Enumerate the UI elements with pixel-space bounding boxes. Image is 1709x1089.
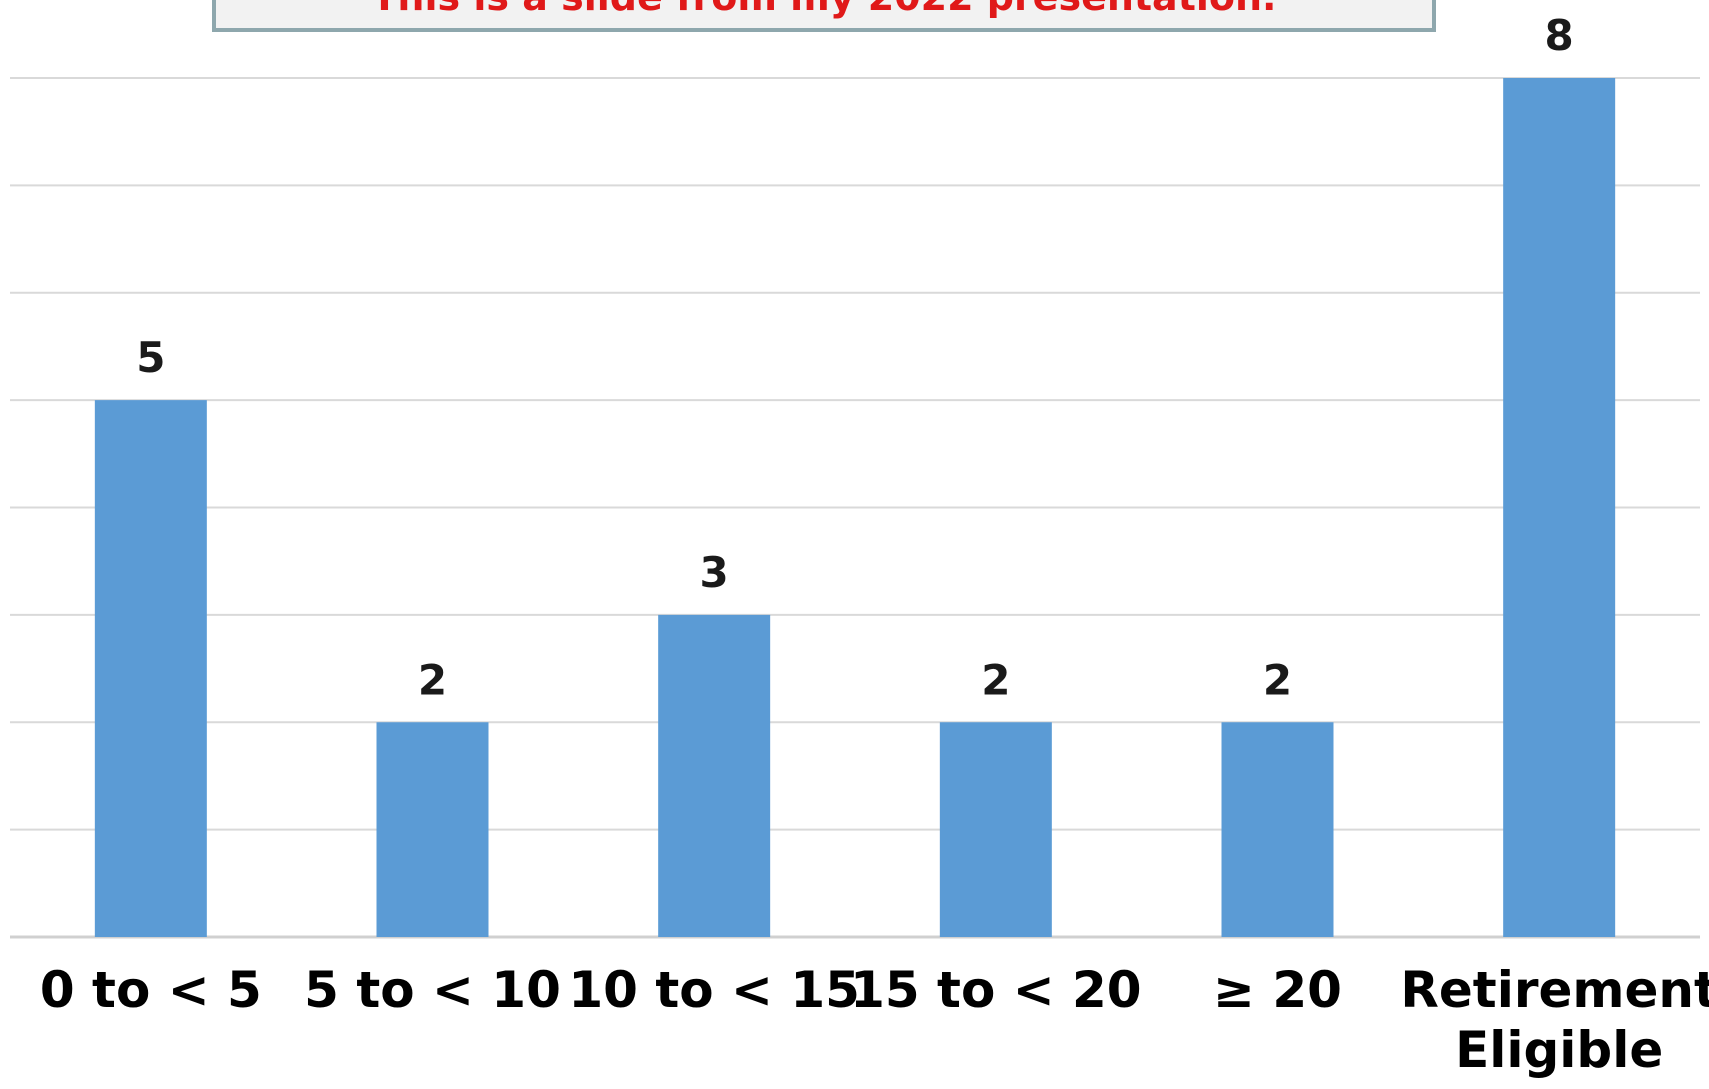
- bar: [658, 614, 771, 937]
- slide-note-text: This is a slide from my 2022 presentatio…: [216, 0, 1432, 16]
- bar: [376, 722, 489, 937]
- bar: [1503, 78, 1616, 937]
- data-label: 2: [418, 655, 447, 704]
- bars: [94, 78, 1616, 937]
- data-label: 8: [1545, 11, 1574, 60]
- category-label: 10 to < 15: [568, 961, 860, 1019]
- category-label: Eligible: [1455, 1021, 1663, 1079]
- data-label: 3: [700, 548, 729, 597]
- category-label: 15 to < 20: [850, 961, 1142, 1019]
- bar: [939, 722, 1052, 937]
- category-label: 0 to < 5: [40, 961, 262, 1019]
- data-label: 5: [136, 333, 165, 382]
- data-label: 2: [1263, 655, 1292, 704]
- bar: [1221, 722, 1334, 937]
- category-label: Retirement: [1400, 961, 1709, 1019]
- bar: [94, 400, 207, 937]
- data-labels: 5 2 3 2 2 8: [136, 11, 1574, 704]
- slide-note-banner: This is a slide from my 2022 presentatio…: [212, 0, 1436, 32]
- data-label: 2: [981, 655, 1010, 704]
- category-label: 5 to < 10: [304, 961, 561, 1019]
- gridlines: [10, 77, 1700, 939]
- category-label: ≥ 20: [1213, 961, 1342, 1019]
